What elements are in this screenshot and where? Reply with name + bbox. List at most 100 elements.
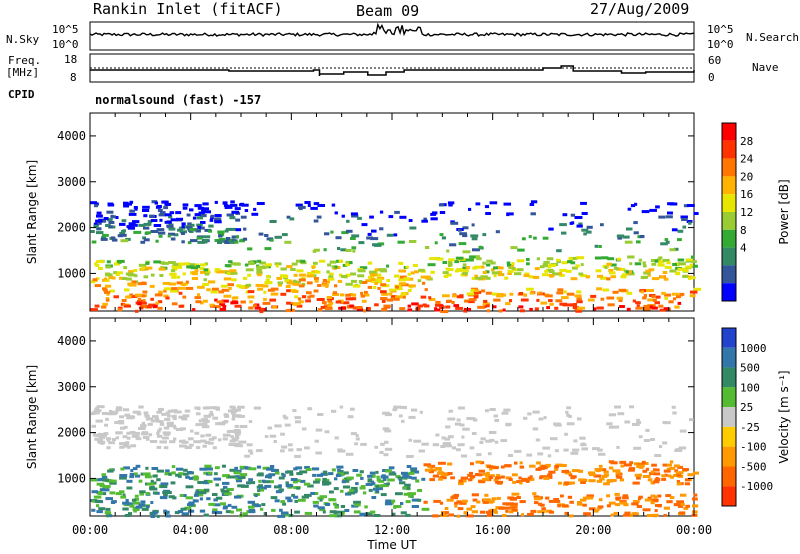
heatmap-cell	[601, 256, 609, 260]
heatmap-cell	[606, 277, 611, 281]
heatmap-cell	[509, 299, 513, 303]
heatmap-cell	[363, 309, 367, 313]
heatmap-cell	[126, 416, 134, 420]
heatmap-cell	[330, 230, 334, 234]
heatmap-cell	[693, 212, 699, 215]
heatmap-cell	[688, 221, 692, 225]
heatmap-cell	[256, 465, 262, 469]
heatmap-cell	[151, 467, 159, 470]
heatmap-cell	[194, 213, 201, 217]
heatmap-cell	[452, 294, 458, 298]
heatmap-cell	[434, 308, 441, 312]
heatmap-cell	[576, 297, 582, 301]
heatmap-cell	[394, 295, 403, 299]
heatmap-cell	[246, 443, 253, 447]
heatmap-cell	[150, 515, 156, 518]
heatmap-cell	[247, 481, 256, 485]
heatmap-cell	[145, 417, 149, 421]
heatmap-cell	[91, 280, 96, 284]
heatmap-cell	[142, 209, 150, 212]
heatmap-cell	[672, 263, 677, 266]
heatmap-cell	[351, 279, 357, 283]
heatmap-cell	[170, 289, 178, 293]
heatmap-cell	[493, 274, 497, 278]
heatmap-cell	[374, 303, 379, 307]
heatmap-cell	[642, 475, 651, 478]
heatmap-cell	[184, 409, 191, 413]
heatmap-cell	[234, 442, 241, 446]
heatmap-cell	[165, 514, 171, 518]
heatmap-cell	[214, 298, 218, 302]
heatmap-cell	[228, 443, 237, 446]
heatmap-cell	[263, 290, 267, 294]
heatmap-cell	[181, 440, 189, 444]
heatmap-cell	[140, 472, 144, 476]
heatmap-cell	[143, 472, 149, 476]
heatmap-cell	[331, 468, 336, 472]
heatmap-cell	[233, 471, 241, 475]
heatmap-cell	[228, 287, 232, 290]
heatmap-cell	[133, 206, 138, 209]
heatmap-cell	[314, 279, 319, 283]
heatmap-cell	[673, 474, 679, 477]
heatmap-cell	[687, 204, 695, 207]
heatmap-cell	[646, 289, 654, 292]
heatmap-cell	[682, 269, 689, 272]
heatmap-cell	[559, 273, 565, 277]
heatmap-cell	[322, 470, 328, 474]
heatmap-cell	[111, 276, 116, 280]
heatmap-cell	[263, 512, 267, 516]
heatmap-cell	[280, 432, 285, 436]
heatmap-cell	[443, 274, 449, 278]
heatmap-cell	[419, 410, 423, 414]
heatmap-cell	[196, 236, 203, 240]
heatmap-cell	[530, 212, 536, 216]
heatmap-cell	[375, 278, 383, 282]
heatmap-cell	[676, 473, 682, 477]
heatmap-cell	[686, 220, 693, 223]
heatmap-cell	[109, 491, 116, 495]
heatmap-cell	[247, 290, 255, 294]
heatmap-cell	[408, 415, 416, 419]
heatmap-cell	[143, 226, 150, 230]
heatmap-cell	[106, 446, 111, 450]
heatmap-cell	[163, 287, 171, 291]
heatmap-cell	[472, 248, 480, 252]
heatmap-cell	[683, 506, 689, 510]
heatmap-cell	[193, 499, 199, 503]
heatmap-cell	[105, 514, 110, 518]
heatmap-cell	[328, 272, 334, 276]
heatmap-cell	[104, 290, 111, 294]
heatmap-cell	[676, 295, 681, 299]
heatmap-cell	[616, 234, 625, 238]
heatmap-cell	[219, 502, 226, 506]
heatmap-cell	[98, 267, 103, 270]
heatmap-cell	[143, 275, 149, 279]
heatmap-cell	[514, 461, 518, 465]
heatmap-cell	[687, 473, 695, 477]
heatmap-cell	[218, 421, 222, 425]
heatmap-cell	[149, 440, 158, 443]
x-axis-label: Time UT	[366, 538, 417, 552]
heatmap-cell	[278, 484, 282, 488]
heatmap-cell	[583, 512, 591, 516]
heatmap-cell	[425, 276, 431, 280]
heatmap-cell	[340, 470, 344, 473]
heatmap-cell	[289, 472, 294, 476]
heatmap-cell	[471, 287, 479, 291]
heatmap-cell	[616, 267, 622, 271]
y-tick-label-0: 1000	[57, 266, 86, 280]
heatmap-cell	[474, 289, 480, 293]
heatmap-cell	[344, 479, 350, 483]
heatmap-cell	[384, 429, 392, 433]
heatmap-cell	[596, 287, 602, 291]
heatmap-cell	[458, 228, 462, 232]
heatmap-cell	[466, 258, 474, 262]
heatmap-cell	[101, 475, 108, 479]
heatmap-cell	[380, 475, 389, 479]
heatmap-cell	[351, 246, 357, 250]
heatmap-cell	[112, 479, 117, 483]
heatmap-cell	[487, 452, 492, 456]
heatmap-cell	[468, 478, 473, 482]
heatmap-cell	[418, 268, 425, 272]
